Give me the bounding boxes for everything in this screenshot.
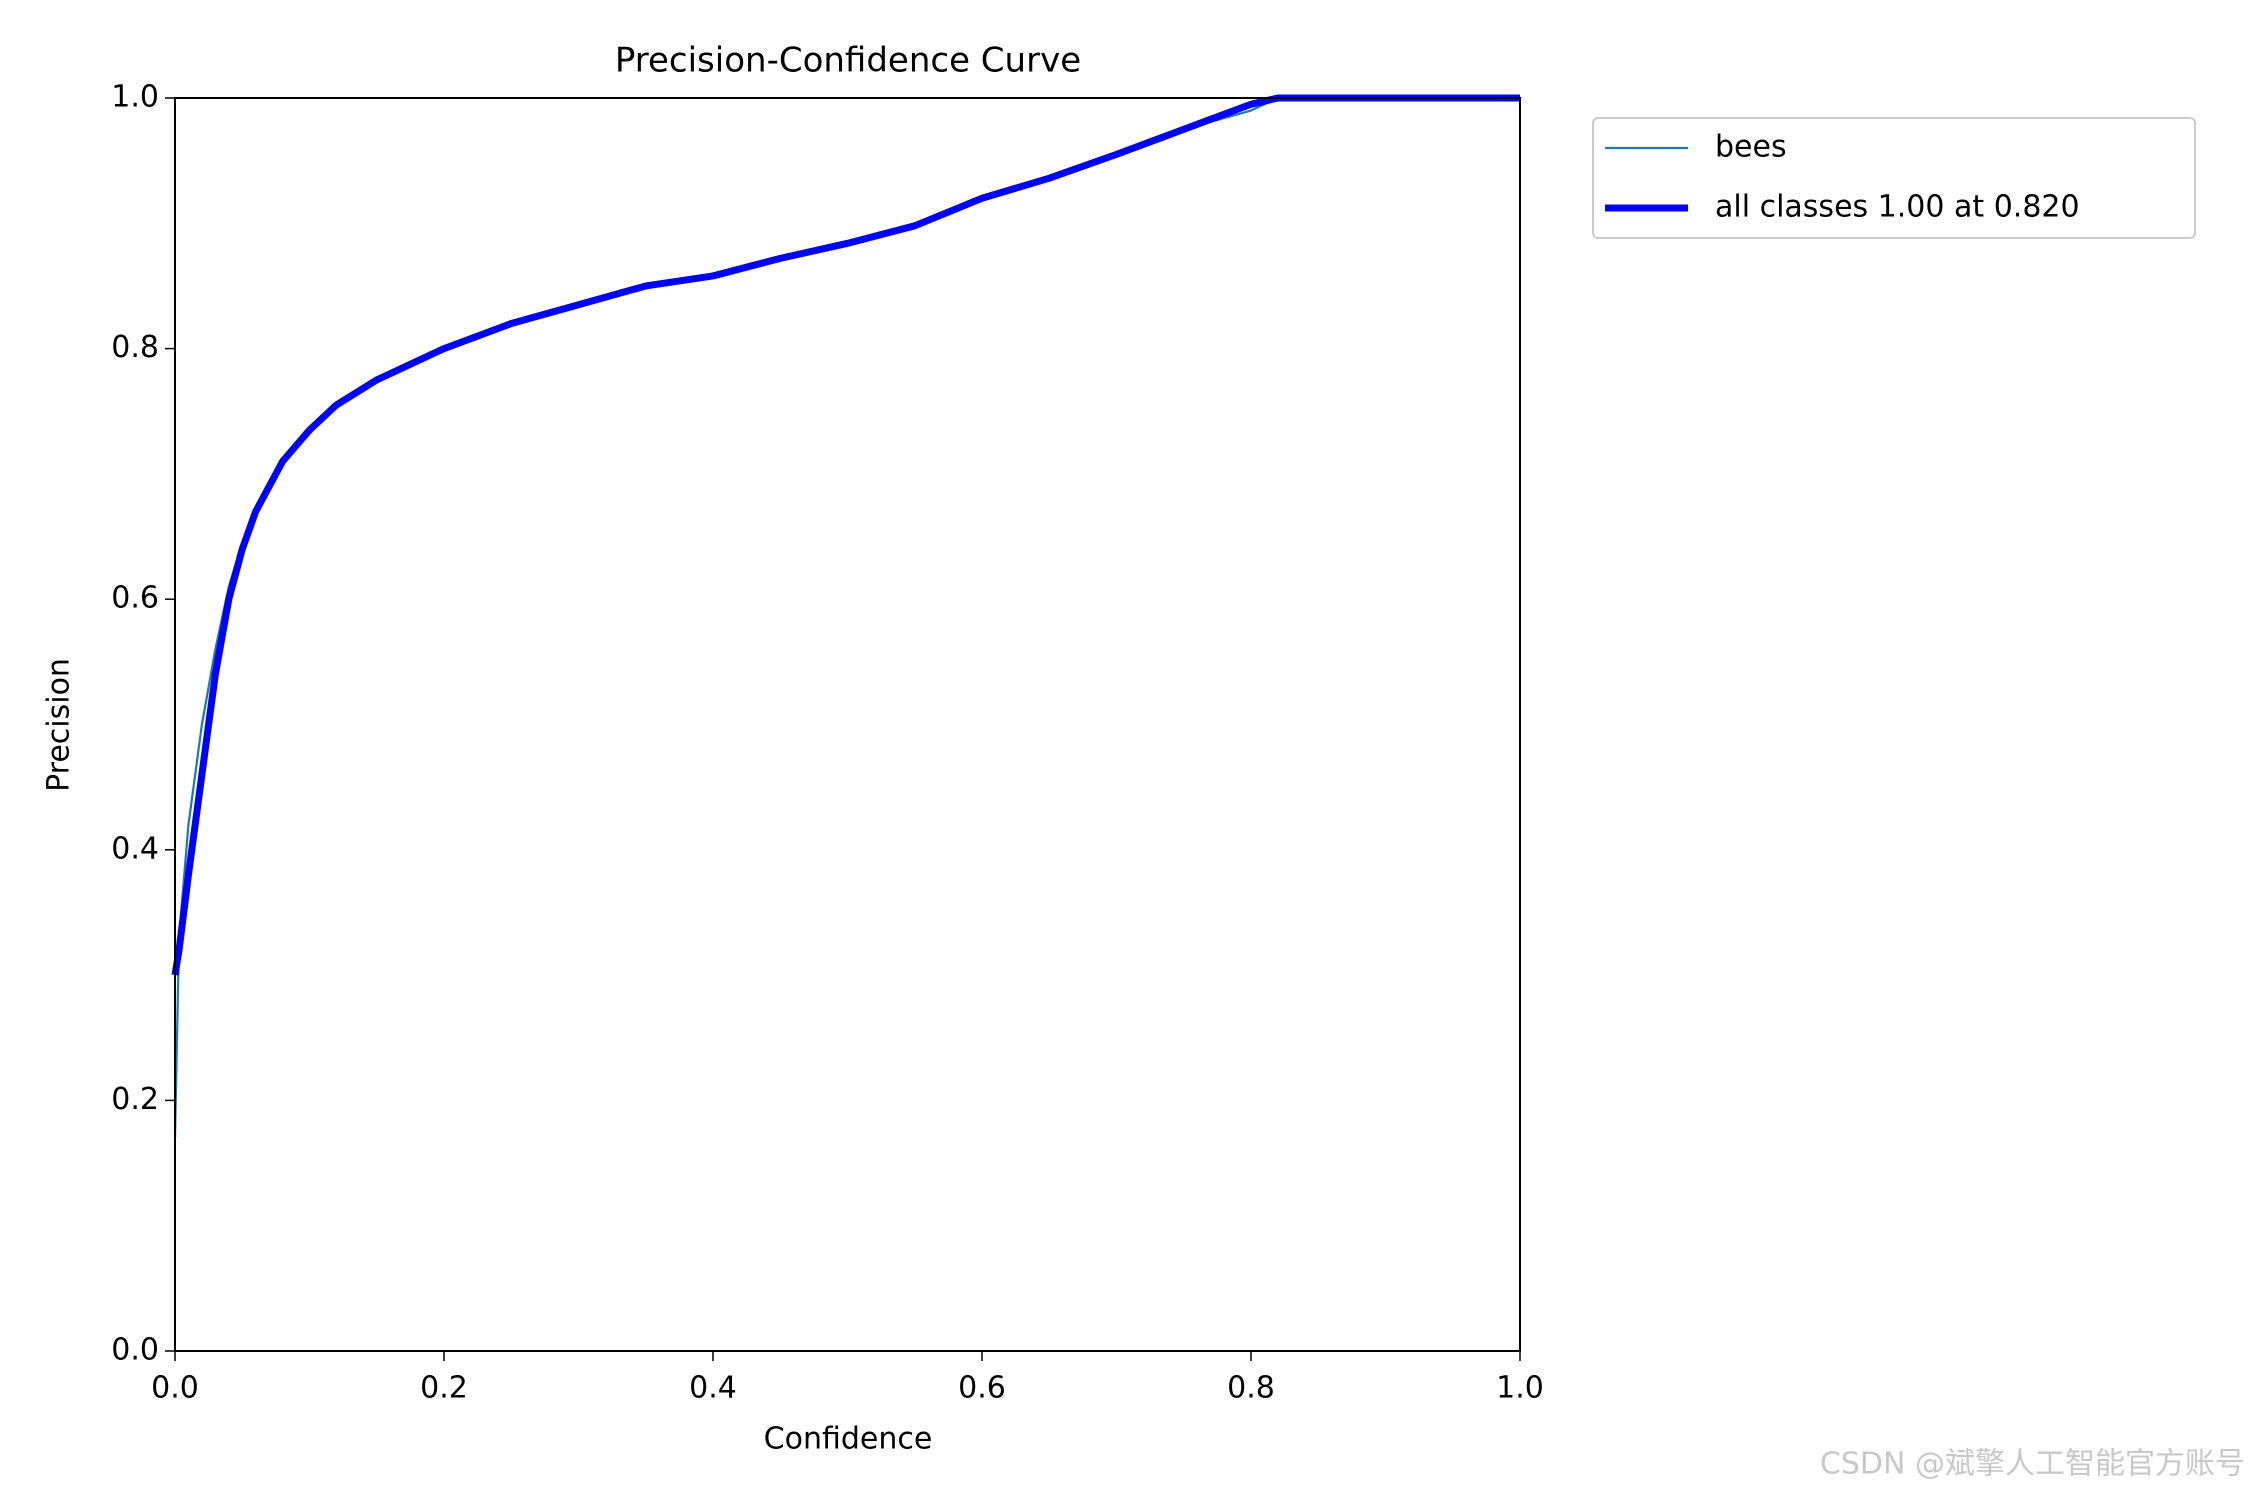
x-tick-label: 0.0 bbox=[151, 1371, 199, 1406]
y-tick-label: 0.8 bbox=[111, 330, 159, 365]
watermark: CSDN @斌擎人工智能官方账号 bbox=[1820, 1447, 2245, 1482]
x-tick-label: 0.2 bbox=[420, 1371, 468, 1406]
y-tick-label: 1.0 bbox=[111, 80, 159, 115]
plot-frame bbox=[174, 97, 1521, 1352]
y-tick-label: 0.6 bbox=[111, 581, 159, 616]
y-tick-label: 0.4 bbox=[111, 831, 159, 866]
series-line bbox=[171, 94, 1520, 976]
x-axis-label: Confidence bbox=[764, 1422, 933, 1457]
y-axis-label: Precision bbox=[42, 658, 77, 792]
x-tick-label: 0.4 bbox=[689, 1371, 737, 1406]
y-tick-label: 0.0 bbox=[111, 1333, 159, 1368]
x-tick-label: 1.0 bbox=[1496, 1371, 1544, 1406]
x-tick-label: 0.6 bbox=[958, 1371, 1006, 1406]
x-tick-label: 0.8 bbox=[1227, 1371, 1275, 1406]
legend-label: bees bbox=[1715, 130, 1787, 165]
legend-label: all classes 1.00 at 0.820 bbox=[1715, 190, 2080, 225]
y-tick-label: 0.2 bbox=[111, 1082, 159, 1117]
legend-box bbox=[1592, 117, 2196, 239]
chart-title: Precision-Confidence Curve bbox=[615, 41, 1081, 81]
